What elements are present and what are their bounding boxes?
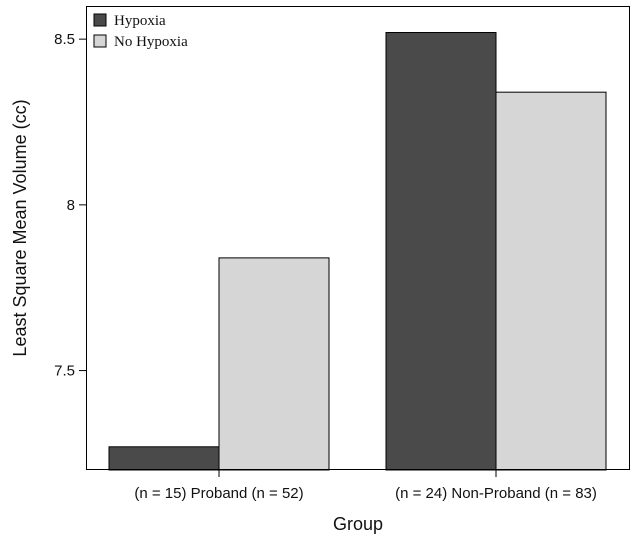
x-axis-category-labels: (n = 15) Proband (n = 52) (n = 24) Non-Pr… (134, 470, 597, 502)
bar-no-hypoxia-2 (495, 91, 607, 471)
bar-hypoxia-1 (108, 446, 220, 471)
legend-swatch-hypoxia (93, 13, 107, 27)
y-tick-label: 8 (67, 197, 75, 214)
legend-label-hypoxia: Hypoxia (114, 13, 166, 29)
plot-frame (86, 6, 630, 470)
y-axis-ticks: 7.5 8 8.5 (54, 31, 86, 380)
bar-hypoxia-2 (385, 32, 497, 471)
y-tick-label: 8.5 (54, 31, 75, 48)
x-category-label: (n = 15) Proband (n = 52) (134, 485, 303, 502)
y-tick-label: 7.5 (54, 363, 75, 380)
bars-layer (108, 32, 607, 471)
y-axis-title: Least Square Mean Volume (cc) (10, 99, 30, 356)
x-axis-title: Group (333, 514, 383, 534)
x-category-label: (n = 24) Non-Proband (n = 83) (395, 485, 597, 502)
legend-label-no-hypoxia: No Hypoxia (114, 34, 188, 50)
bar-no-hypoxia-1 (218, 257, 330, 471)
axes-layer (86, 6, 630, 470)
legend-swatch-no-hypoxia (93, 34, 107, 48)
legend: Hypoxia No Hypoxia (93, 13, 188, 50)
